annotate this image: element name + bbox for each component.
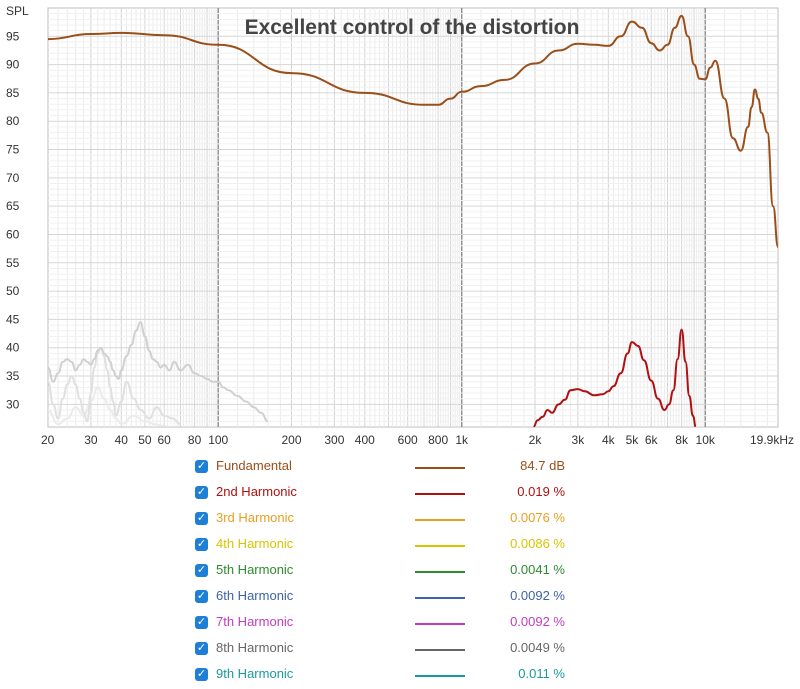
x-tick-label: 100 <box>208 433 228 447</box>
x-tick-label: 20 <box>41 433 55 447</box>
legend-value: 0.019 % <box>517 484 565 499</box>
series-line-2nd-harmonic <box>533 328 697 427</box>
legend-value: 0.0041 % <box>510 562 565 577</box>
legend-label[interactable]: 5th Harmonic <box>216 562 294 577</box>
legend-checkbox[interactable]: ✓ <box>195 486 208 499</box>
legend-swatch <box>415 623 465 625</box>
legend-checkbox[interactable]: ✓ <box>195 616 208 629</box>
y-tick-label: 40 <box>6 341 20 355</box>
legend-row: ✓ 3rd Harmonic 0.0076 % <box>195 509 615 529</box>
legend-value: 0.0092 % <box>510 614 565 629</box>
legend-checkbox[interactable]: ✓ <box>195 538 208 551</box>
x-tick-label: 1k <box>455 433 469 447</box>
legend-label[interactable]: 7th Harmonic <box>216 614 294 629</box>
legend-value: 0.0049 % <box>510 640 565 655</box>
x-tick-label: 200 <box>281 433 301 447</box>
legend-row: ✓ Fundamental 84.7 dB <box>195 457 615 477</box>
legend-label[interactable]: 9th Harmonic <box>216 666 294 681</box>
x-tick-label: 3k <box>572 433 586 447</box>
y-tick-label: 30 <box>6 397 20 411</box>
y-tick-label: 65 <box>6 199 20 213</box>
y-tick-label: 55 <box>6 256 20 270</box>
legend-value: 0.0086 % <box>510 536 565 551</box>
legend: ✓ Fundamental 84.7 dB ✓ 2nd Harmonic 0.019 % ✓… <box>0 455 800 689</box>
legend-checkbox[interactable]: ✓ <box>195 512 208 525</box>
legend-checkbox[interactable]: ✓ <box>195 668 208 681</box>
y-tick-label: 35 <box>6 369 20 383</box>
legend-label[interactable]: Fundamental <box>216 458 292 473</box>
x-tick-label: 800 <box>428 433 448 447</box>
y-tick-label: 45 <box>6 312 20 326</box>
legend-row: ✓ 9th Harmonic 0.011 % <box>195 665 615 685</box>
legend-checkbox[interactable]: ✓ <box>195 460 208 473</box>
legend-swatch <box>415 649 465 651</box>
legend-swatch <box>415 493 465 495</box>
frequency-response-chart: 30 35 40 45 50 55 60 65 70 75 80 85 90 95 20 30 40 50 60 80… <box>6 4 794 447</box>
x-tick-label: 300 <box>324 433 344 447</box>
chart-title: Excellent control of the distortion <box>245 16 580 39</box>
legend-value: 0.011 % <box>518 666 565 681</box>
legend-row: ✓ 2nd Harmonic 0.019 % <box>195 483 615 503</box>
legend-value: 84.7 dB <box>520 458 565 473</box>
x-tick-label: 40 <box>115 433 129 447</box>
legend-row: ✓ 5th Harmonic 0.0041 % <box>195 561 615 581</box>
x-tick-label: 6k <box>645 433 659 447</box>
x-tick-label: 8k <box>675 433 689 447</box>
legend-label[interactable]: 4th Harmonic <box>216 536 294 551</box>
legend-label[interactable]: 3rd Harmonic <box>216 510 295 525</box>
y-tick-label: 95 <box>6 29 20 43</box>
legend-value: 0.0076 % <box>510 510 565 525</box>
legend-swatch <box>415 519 465 521</box>
legend-checkbox[interactable]: ✓ <box>195 564 208 577</box>
x-tick-label: 80 <box>188 433 202 447</box>
y-tick-label: 60 <box>6 227 20 241</box>
legend-row: ✓ 7th Harmonic 0.0092 % <box>195 613 615 633</box>
series-line-3rd-harmonic <box>48 321 269 423</box>
axes: 30 35 40 45 50 55 60 65 70 75 80 85 90 95 20 30 40 50 60 80… <box>6 29 794 447</box>
legend-value: 0.0092 % <box>510 588 565 603</box>
legend-label[interactable]: 6th Harmonic <box>216 588 294 603</box>
x-tick-label: 600 <box>398 433 418 447</box>
y-tick-label: 85 <box>6 86 20 100</box>
legend-swatch <box>415 675 465 677</box>
legend-swatch <box>415 545 465 547</box>
legend-label[interactable]: 2nd Harmonic <box>216 484 297 499</box>
series-line-fundamental <box>48 14 778 248</box>
legend-row: ✓ 8th Harmonic 0.0049 % <box>195 639 615 659</box>
legend-checkbox[interactable]: ✓ <box>195 642 208 655</box>
legend-label[interactable]: 8th Harmonic <box>216 640 294 655</box>
legend-swatch <box>415 597 465 599</box>
legend-swatch <box>415 467 465 469</box>
legend-swatch <box>415 571 465 573</box>
y-tick-label: 70 <box>6 171 20 185</box>
x-tick-label: 4k <box>602 433 616 447</box>
legend-checkbox[interactable]: ✓ <box>195 590 208 603</box>
x-tick-label: 50 <box>138 433 152 447</box>
y-tick-label: 90 <box>6 58 20 72</box>
x-tick-label: 60 <box>158 433 172 447</box>
legend-row: ✓ 4th Harmonic 0.0086 % <box>195 535 615 555</box>
y-axis-label: SPL <box>6 4 29 18</box>
x-tick-label: 19.9kHz <box>750 433 794 447</box>
series-layer <box>48 14 778 427</box>
legend-row: ✓ 6th Harmonic 0.0092 % <box>195 587 615 607</box>
series-line-5th-harmonic <box>48 386 165 427</box>
x-tick-label: 5k <box>626 433 640 447</box>
x-tick-label: 400 <box>355 433 375 447</box>
y-tick-label: 50 <box>6 284 20 298</box>
y-tick-label: 75 <box>6 143 20 157</box>
x-tick-label: 30 <box>84 433 98 447</box>
x-tick-label: 2k <box>529 433 543 447</box>
x-tick-label: 10k <box>696 433 716 447</box>
y-tick-label: 80 <box>6 114 20 128</box>
